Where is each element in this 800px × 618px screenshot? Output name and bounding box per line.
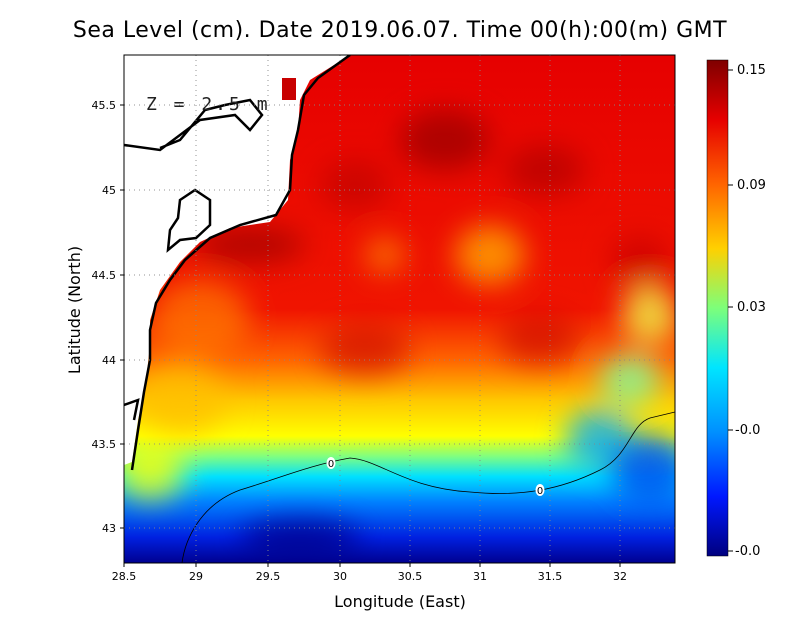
y-tick-label: 43 — [102, 522, 116, 535]
x-tick-label: 28.5 — [112, 570, 137, 583]
y-tick-label: 44 — [102, 354, 116, 367]
x-tick-label: 31 — [473, 570, 487, 583]
contour-label-1-text: 0 — [328, 459, 334, 470]
contour-label-2: 0 — [535, 484, 545, 497]
zero-contour — [181, 411, 676, 564]
colorbar: 0.15 0.09 0.03 -0.0 -0.0 — [706, 59, 766, 559]
colorbar-label: 0.03 — [737, 300, 766, 315]
x-tick-label: 31.5 — [538, 570, 563, 583]
y-tick-label: 44.5 — [92, 269, 117, 282]
y-tick-label: 45 — [102, 184, 116, 197]
x-axis-title: Longitude (East) — [334, 592, 466, 611]
colorbar-label: -0.0 — [735, 423, 760, 438]
land-mask — [124, 55, 350, 465]
colorbar-label: -0.0 — [735, 544, 760, 559]
gridlines — [124, 55, 675, 563]
x-tick-label: 29 — [189, 570, 203, 583]
contour-label-1: 0 — [326, 457, 336, 470]
plot-frame — [123, 54, 676, 564]
tick-marks — [120, 104, 621, 567]
y-tick-label: 45.5 — [92, 99, 117, 112]
colorbar-gradient — [706, 59, 729, 557]
x-tick-labels: 28.5 29 29.5 30 30.5 31 31.5 32 — [112, 570, 627, 583]
x-tick-label: 30.5 — [398, 570, 423, 583]
x-tick-label: 32 — [613, 570, 627, 583]
y-tick-label: 43.5 — [92, 438, 117, 451]
x-tick-label: 29.5 — [256, 570, 281, 583]
colorbar-label: 0.09 — [737, 178, 766, 193]
contour-label-2-text: 0 — [537, 486, 543, 497]
page-title: Sea Level (cm). Date 2019.06.07. Time 00… — [72, 18, 728, 43]
y-axis-title: Latitude (North) — [65, 246, 84, 374]
coastline — [124, 55, 351, 471]
y-tick-labels: 43 43.5 44 44.5 45 45.5 — [92, 99, 117, 535]
depth-annotation: Z = 2.5 m — [146, 94, 271, 115]
x-tick-label: 30 — [333, 570, 347, 583]
colorbar-label: 0.15 — [737, 63, 766, 78]
